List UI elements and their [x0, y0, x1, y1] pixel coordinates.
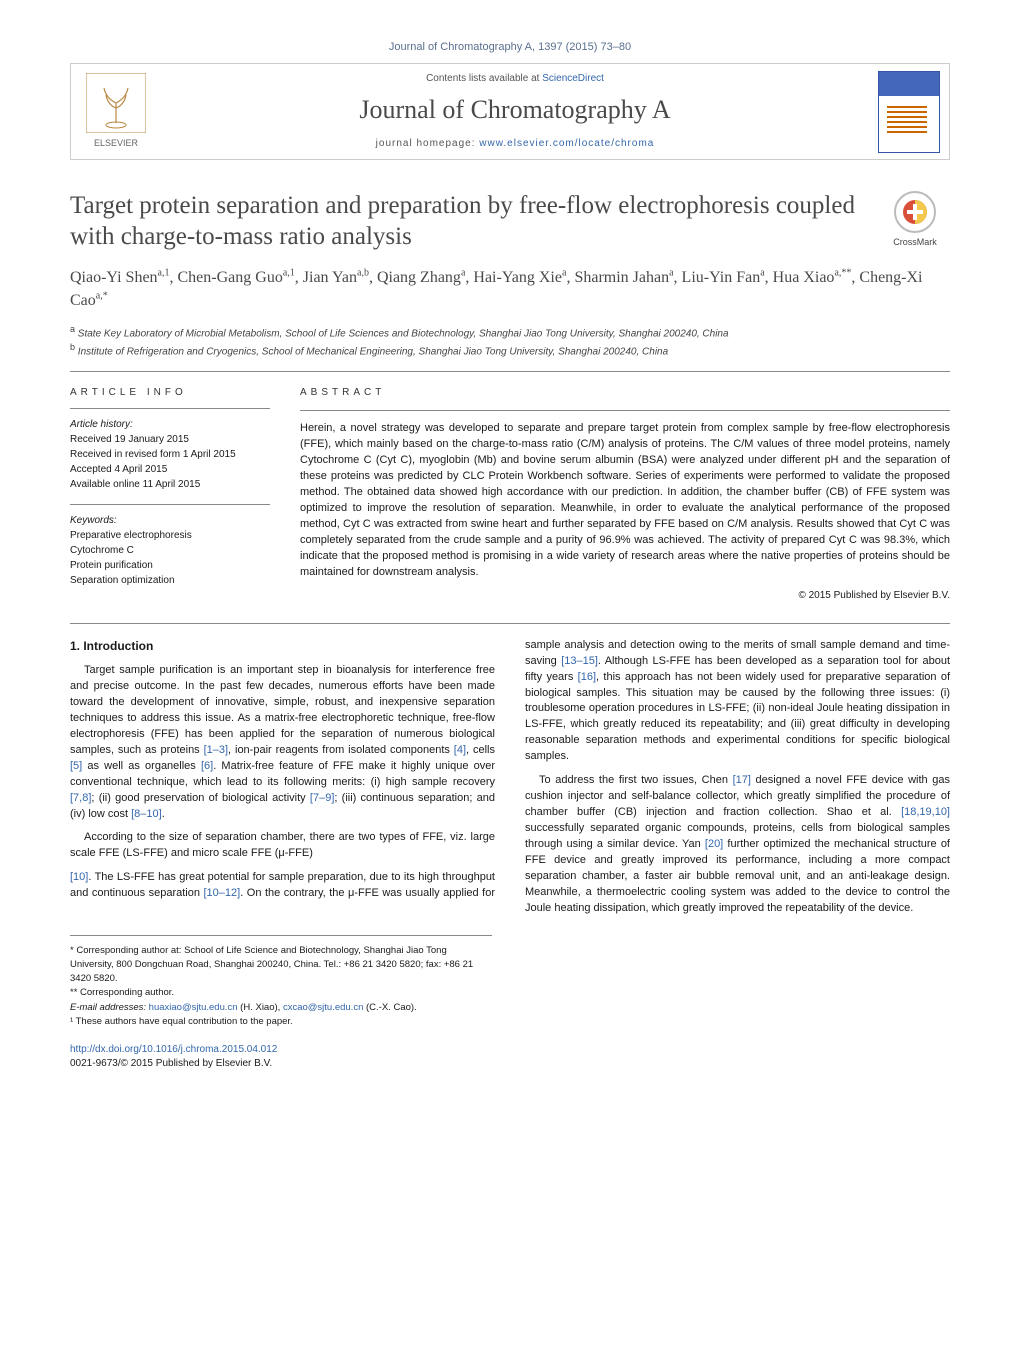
email-2-who: (C.-X. Cao). — [363, 1002, 416, 1013]
history-revised: Received in revised form 1 April 2015 — [70, 447, 270, 462]
journal-cover-thumb — [869, 64, 949, 158]
doi-link[interactable]: http://dx.doi.org/10.1016/j.chroma.2015.… — [70, 1044, 277, 1055]
homepage-link[interactable]: www.elsevier.com/locate/chroma — [479, 138, 654, 149]
abstract-copyright: © 2015 Published by Elsevier B.V. — [300, 589, 950, 603]
homepage-line: journal homepage: www.elsevier.com/locat… — [171, 137, 859, 151]
article-history: Article history: Received 19 January 201… — [70, 417, 270, 492]
abstract: ABSTRACT Herein, a novel strategy was de… — [300, 386, 950, 602]
ai-rule-2 — [70, 504, 270, 505]
email-2-link[interactable]: cxcao@sjtu.edu.cn — [283, 1002, 363, 1013]
contents-line: Contents lists available at ScienceDirec… — [171, 72, 859, 86]
keywords-block: Keywords: Preparative electrophoresis Cy… — [70, 513, 270, 588]
keyword: Preparative electrophoresis — [70, 528, 270, 543]
affiliation-a: a State Key Laboratory of Microbial Meta… — [70, 323, 950, 341]
history-received: Received 19 January 2015 — [70, 432, 270, 447]
email-1-who: (H. Xiao), — [238, 1002, 283, 1013]
keyword: Protein purification — [70, 558, 270, 573]
ab-rule — [300, 410, 950, 411]
page: Journal of Chromatography A, 1397 (2015)… — [0, 0, 1020, 1121]
abstract-body: Herein, a novel strategy was developed t… — [300, 421, 950, 580]
sciencedirect-link[interactable]: ScienceDirect — [542, 73, 604, 84]
affiliation-b: b Institute of Refrigeration and Cryogen… — [70, 341, 950, 359]
email-label: E-mail addresses: — [70, 1002, 149, 1013]
rule-top — [70, 371, 950, 372]
intro-p4: To address the first two issues, Chen [1… — [525, 773, 950, 916]
publisher-logo: ELSEVIER — [71, 64, 161, 158]
journal-header-box: ELSEVIER Contents lists available at Sci… — [70, 63, 950, 159]
equal-contribution: ¹ These authors have equal contribution … — [70, 1015, 492, 1029]
homepage-prefix: journal homepage: — [376, 138, 480, 149]
cover-image — [878, 71, 940, 153]
doi-line: http://dx.doi.org/10.1016/j.chroma.2015.… — [70, 1043, 950, 1057]
article-title: Target protein separation and preparatio… — [70, 190, 880, 253]
citation-top: Journal of Chromatography A, 1397 (2015)… — [70, 40, 950, 55]
rule-mid — [70, 623, 950, 624]
article-info: ARTICLE INFO Article history: Received 1… — [70, 386, 270, 602]
contents-prefix: Contents lists available at — [426, 73, 542, 84]
journal-name: Journal of Chromatography A — [171, 92, 859, 128]
header-center: Contents lists available at ScienceDirec… — [161, 64, 869, 158]
article-info-heading: ARTICLE INFO — [70, 386, 270, 400]
corr-1: * Corresponding author at: School of Lif… — [70, 944, 492, 987]
history-label: Article history: — [70, 417, 270, 432]
authors-line: Qiao-Yi Shena,1, Chen-Gang Guoa,1, Jian … — [70, 266, 950, 312]
issn-line: 0021-9673/© 2015 Published by Elsevier B… — [70, 1057, 950, 1071]
email-1-link[interactable]: huaxiao@sjtu.edu.cn — [149, 1002, 238, 1013]
corr-emails: E-mail addresses: huaxiao@sjtu.edu.cn (H… — [70, 1001, 492, 1015]
ai-rule — [70, 408, 270, 409]
keyword: Cytochrome C — [70, 543, 270, 558]
intro-p2: According to the size of separation cham… — [70, 830, 495, 862]
affiliations: a State Key Laboratory of Microbial Meta… — [70, 323, 950, 360]
corr-2: ** Corresponding author. — [70, 986, 492, 1000]
crossmark-badge[interactable]: CrossMark — [880, 190, 950, 249]
keyword: Separation optimization — [70, 573, 270, 588]
corresponding-footer: * Corresponding author at: School of Lif… — [70, 935, 492, 1030]
publisher-name: ELSEVIER — [94, 137, 138, 150]
info-abstract-row: ARTICLE INFO Article history: Received 1… — [70, 386, 950, 602]
abstract-heading: ABSTRACT — [300, 386, 950, 400]
history-accepted: Accepted 4 April 2015 — [70, 462, 270, 477]
section-heading-intro: 1. Introduction — [70, 638, 495, 655]
crossmark-icon — [893, 190, 937, 234]
history-online: Available online 11 April 2015 — [70, 477, 270, 492]
body-columns: 1. Introduction Target sample purificati… — [70, 638, 950, 917]
intro-p1: Target sample purification is an importa… — [70, 663, 495, 822]
crossmark-label: CrossMark — [893, 236, 937, 249]
keywords-label: Keywords: — [70, 513, 270, 528]
elsevier-tree-icon — [86, 73, 146, 133]
